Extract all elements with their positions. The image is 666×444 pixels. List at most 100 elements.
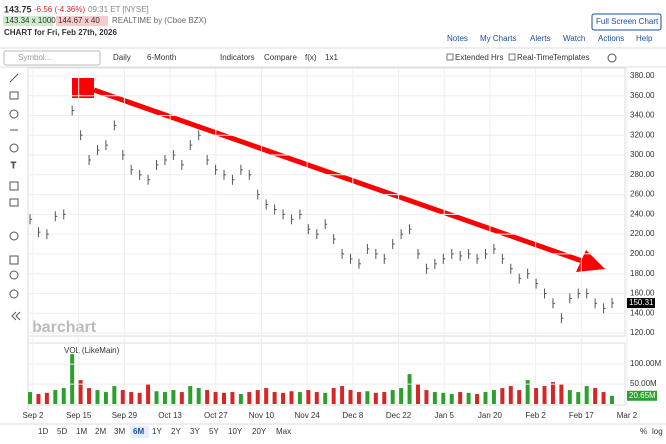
x-tick-label: Oct 13 bbox=[158, 411, 182, 420]
price-bar bbox=[544, 288, 547, 299]
toolbar-item[interactable]: Daily bbox=[113, 53, 131, 62]
range-button[interactable]: 3M bbox=[114, 427, 125, 436]
tool-shape[interactable] bbox=[9, 109, 19, 119]
price-bar bbox=[409, 224, 412, 235]
range-button[interactable]: 3Y bbox=[190, 427, 200, 436]
header-link[interactable]: Alerts bbox=[530, 34, 550, 43]
price-bar bbox=[324, 219, 328, 230]
volume-bar bbox=[61, 388, 66, 404]
scale-option[interactable]: % bbox=[640, 427, 647, 436]
toolbar-option[interactable]: Real-Time bbox=[517, 53, 554, 62]
checkbox[interactable] bbox=[508, 53, 516, 61]
volume-bar bbox=[162, 392, 167, 404]
x-tick-label: Jan 20 bbox=[478, 411, 503, 420]
zoom-out[interactable] bbox=[9, 289, 19, 299]
range-button[interactable]: Max bbox=[276, 427, 291, 436]
tool-magnet[interactable] bbox=[9, 181, 19, 191]
header-link[interactable]: Watch bbox=[563, 34, 585, 43]
checkbox[interactable] bbox=[446, 53, 454, 61]
price-bar bbox=[274, 204, 277, 215]
tool-lock[interactable] bbox=[9, 198, 19, 207]
y-tick-label: 160.00 bbox=[630, 289, 655, 298]
annotation-arrowhead bbox=[576, 250, 605, 272]
tool-info[interactable] bbox=[9, 143, 19, 153]
tool-line[interactable] bbox=[9, 73, 19, 83]
price-bar bbox=[164, 154, 167, 165]
volume-bar bbox=[323, 392, 328, 404]
volume-bar bbox=[491, 390, 496, 404]
y-tick-label: 340.00 bbox=[630, 111, 655, 120]
y-tick-label: 50.00M bbox=[630, 379, 657, 388]
range-button[interactable]: 1Y bbox=[152, 427, 162, 436]
volume-bar bbox=[205, 390, 210, 404]
price-bar bbox=[476, 253, 480, 264]
symbol-input[interactable] bbox=[3, 50, 101, 66]
volume-bar bbox=[36, 394, 41, 404]
price-bar bbox=[468, 248, 471, 259]
price-bar bbox=[80, 130, 83, 141]
y-tick-label: 300.00 bbox=[630, 150, 655, 159]
full-screen-button[interactable] bbox=[591, 13, 662, 31]
header-link[interactable]: My Charts bbox=[480, 34, 516, 43]
volume-bar bbox=[382, 392, 387, 404]
tool-undo[interactable] bbox=[9, 231, 19, 241]
x-tick-label: Mar 2 bbox=[617, 411, 638, 420]
tool-text[interactable]: T bbox=[11, 161, 17, 171]
drawing-tools: T bbox=[9, 73, 21, 321]
tool-fib[interactable] bbox=[9, 91, 19, 100]
price-bar bbox=[375, 248, 378, 259]
range-button[interactable]: 5Y bbox=[209, 427, 219, 436]
range-button[interactable]: 6M bbox=[133, 427, 144, 436]
volume-bar bbox=[475, 394, 480, 404]
toolbar-item[interactable]: 6-Month bbox=[147, 53, 176, 62]
settings-icon[interactable] bbox=[607, 53, 617, 63]
range-button[interactable]: 2Y bbox=[171, 427, 181, 436]
full-screen-label[interactable]: Full Screen Chart bbox=[596, 17, 659, 26]
price-pane bbox=[27, 67, 626, 337]
price-bar bbox=[139, 169, 142, 180]
header-link[interactable]: Actions bbox=[598, 34, 624, 43]
price-bar bbox=[603, 303, 606, 314]
price-bar bbox=[560, 313, 564, 324]
collapse[interactable] bbox=[11, 311, 21, 321]
x-tick-label: Sep 29 bbox=[112, 411, 138, 420]
x-tick-label: Feb 17 bbox=[569, 411, 594, 420]
range-button[interactable]: 20Y bbox=[252, 427, 267, 436]
templates[interactable]: Templates bbox=[553, 53, 589, 62]
range-button[interactable]: 10Y bbox=[228, 427, 243, 436]
toolbar-item[interactable]: Indicators bbox=[220, 53, 255, 62]
symbol-placeholder[interactable]: Symbol... bbox=[18, 53, 51, 62]
range-button[interactable]: 5D bbox=[57, 427, 67, 436]
toolbar-item[interactable]: 1x1 bbox=[325, 53, 338, 62]
header-link[interactable]: Help bbox=[636, 34, 653, 43]
x-tick-label: Oct 27 bbox=[204, 411, 228, 420]
price-bar bbox=[611, 298, 614, 309]
toolbar-item[interactable]: Compare bbox=[264, 53, 297, 62]
range-button[interactable]: 1M bbox=[76, 427, 87, 436]
price-bar bbox=[54, 211, 58, 222]
volume-bar bbox=[340, 386, 345, 404]
scale-option[interactable]: log bbox=[652, 427, 663, 436]
volume-legend: VOL (LikeMain) bbox=[64, 346, 120, 355]
volume-bar bbox=[399, 388, 404, 404]
price-bar bbox=[417, 248, 420, 259]
y-tick-label: 260.00 bbox=[630, 190, 655, 199]
price-bar bbox=[206, 154, 210, 165]
price-bar bbox=[535, 278, 539, 289]
tool-delete[interactable] bbox=[9, 255, 19, 265]
range-button[interactable]: 2M bbox=[95, 427, 106, 436]
price-bar bbox=[46, 229, 49, 240]
zoom-in[interactable] bbox=[9, 270, 19, 280]
volume-bar bbox=[171, 390, 176, 404]
price-change: -6.56 (-4.36%) bbox=[34, 5, 85, 14]
toolbar-item[interactable]: f(x) bbox=[305, 53, 317, 62]
volume-bar bbox=[222, 392, 226, 404]
price-bar bbox=[257, 189, 260, 200]
range-button[interactable]: 1D bbox=[38, 427, 48, 436]
volume-bar bbox=[483, 392, 488, 404]
volume-bar bbox=[331, 388, 336, 404]
volume-bar bbox=[534, 388, 539, 404]
y-tick-label: 360.00 bbox=[630, 91, 655, 100]
header-link[interactable]: Notes bbox=[447, 34, 468, 43]
toolbar-option[interactable]: Extended Hrs bbox=[455, 53, 503, 62]
